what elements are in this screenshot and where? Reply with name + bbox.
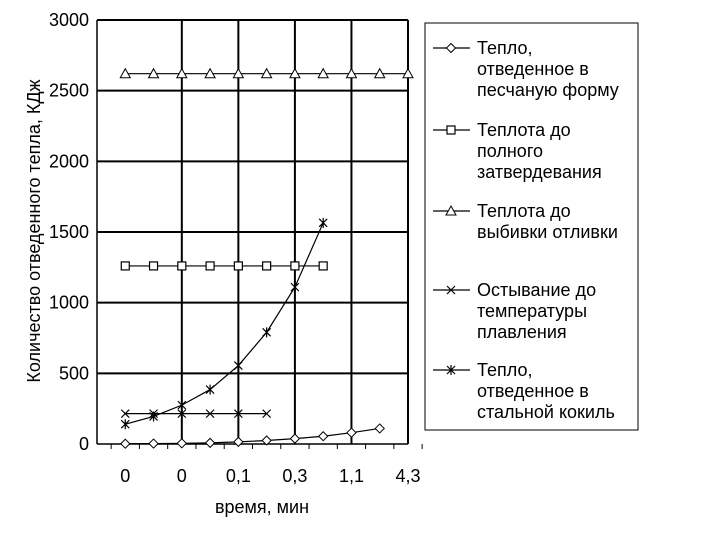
legend-label: Теплота до <box>477 201 571 221</box>
data-point-x <box>262 409 272 419</box>
legend-label: температуры <box>477 301 587 321</box>
data-point-x <box>446 285 456 295</box>
data-point-x <box>233 409 243 419</box>
data-point-triangle <box>289 67 301 79</box>
data-point-star <box>120 419 130 430</box>
data-point-diamond <box>176 438 188 449</box>
series-4 <box>120 409 272 419</box>
y-tick-label: 1500 <box>49 222 89 242</box>
data-point-x <box>205 409 215 419</box>
x-tick-label: 1,1 <box>339 466 364 486</box>
data-point-square <box>148 261 159 271</box>
data-point-diamond <box>289 433 301 444</box>
x-tick-labels: 0 0 0,1 0,3 1,1 4,3 <box>120 466 420 486</box>
gridlines <box>97 19 409 444</box>
data-point-square <box>318 261 328 271</box>
data-point-diamond <box>261 435 272 446</box>
data-point-triangle <box>260 67 273 79</box>
data-point-diamond <box>374 423 385 434</box>
y-tick-labels: 0 500 1000 1500 2000 2500 3000 <box>49 10 89 454</box>
legend-label: стальной кокиль <box>477 402 615 422</box>
legend-label: Тепло, <box>477 360 532 380</box>
legend-label: Теплота до <box>477 120 571 140</box>
legend-label: выбивки отливки <box>477 222 618 242</box>
data-point-triangle <box>345 67 358 79</box>
data-point-triangle <box>445 204 457 216</box>
legend-label: отведенное в <box>477 381 589 401</box>
y-tick-label: 0 <box>79 434 89 454</box>
data-point-diamond <box>204 437 216 449</box>
data-point-square <box>290 261 300 271</box>
data-point-x <box>120 409 130 419</box>
data-point-diamond <box>148 438 159 449</box>
data-point-triangle <box>204 67 216 79</box>
x-axis-title: время, мин <box>215 497 309 517</box>
x-tick-label: 0 <box>177 466 187 486</box>
data-point-triangle <box>402 67 414 79</box>
legend-label: Тепло, <box>477 38 532 58</box>
y-axis-title: Количество отведенного тепла, КДж <box>24 79 44 382</box>
x-tick-label: 0,3 <box>282 466 307 486</box>
data-point-triangle <box>232 67 245 79</box>
data-point-star <box>149 411 158 422</box>
legend-label: полного <box>477 141 543 161</box>
data-point-star <box>446 365 456 375</box>
legend-label: затвердевания <box>477 162 602 182</box>
x-tick-label: 4,3 <box>395 466 420 486</box>
data-point-triangle <box>119 67 132 79</box>
y-tick-label: 3000 <box>49 10 89 30</box>
y-tick-label: 2000 <box>49 151 89 171</box>
data-point-diamond <box>233 436 244 448</box>
data-point-square <box>233 261 243 271</box>
data-point-square <box>205 261 215 271</box>
data-point-star <box>290 282 300 293</box>
legend-label: отведенное в <box>477 59 589 79</box>
data-point-square <box>177 261 187 271</box>
data-series <box>119 67 414 449</box>
series-line <box>125 222 324 425</box>
data-point-square <box>446 125 456 135</box>
data-point-triangle <box>317 67 330 79</box>
data-point-triangle <box>147 67 160 79</box>
data-point-diamond <box>317 431 329 442</box>
data-point-star <box>233 360 243 371</box>
legend-label: плавления <box>477 322 567 342</box>
legend-label: песчаную форму <box>477 80 619 100</box>
legend-box <box>424 22 639 431</box>
legend-label: Остывание до <box>477 280 596 300</box>
data-point-square <box>262 261 272 271</box>
data-point-star <box>318 217 328 228</box>
y-tick-label: 1000 <box>49 293 89 313</box>
data-point-triangle <box>373 67 386 79</box>
data-point-square <box>120 261 130 271</box>
series-3 <box>119 67 414 79</box>
data-point-star <box>262 327 272 338</box>
data-point-star <box>205 384 215 395</box>
data-point-diamond <box>120 438 131 449</box>
series-2 <box>120 261 328 271</box>
data-point-triangle <box>175 67 188 79</box>
data-point-diamond <box>346 427 357 438</box>
data-point-x <box>177 409 187 419</box>
data-point-star <box>177 400 187 411</box>
x-tick-label: 0,1 <box>226 466 251 486</box>
data-point-diamond <box>445 42 457 54</box>
y-tick-label: 2500 <box>49 81 89 101</box>
series-5 <box>120 217 328 430</box>
x-tick-label: 0 <box>120 466 130 486</box>
series-1 <box>120 423 385 449</box>
series-line <box>125 427 380 445</box>
y-tick-label: 500 <box>59 363 89 383</box>
axes <box>96 20 423 449</box>
